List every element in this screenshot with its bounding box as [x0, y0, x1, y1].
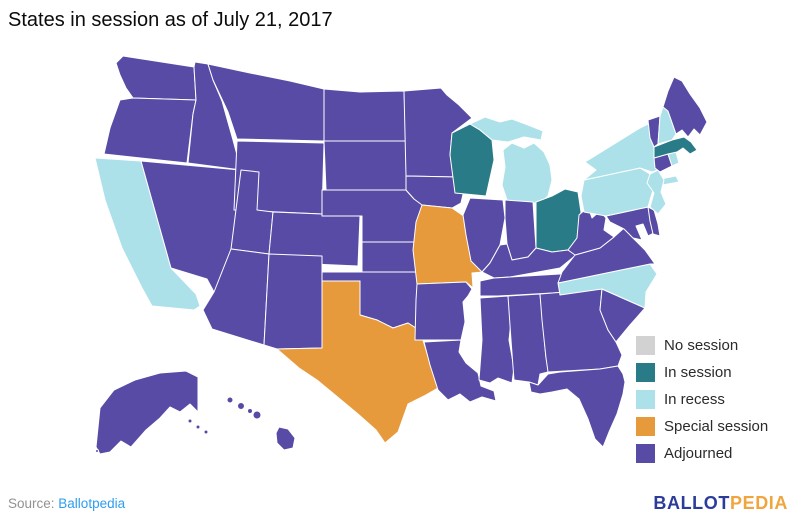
- state-or[interactable]: [103, 97, 197, 164]
- state-wa[interactable]: [115, 55, 197, 101]
- state-tx[interactable]: [276, 280, 439, 444]
- source-label: Source:: [8, 496, 55, 511]
- state-fl[interactable]: [528, 365, 626, 448]
- legend-label-adjourned: Adjourned: [664, 445, 733, 462]
- legend-swatch-adjourned: [636, 444, 655, 463]
- logo-text-primary: BALLOT: [653, 493, 730, 513]
- legend: No session In session In recess Special …: [636, 332, 796, 467]
- state-ky[interactable]: [481, 243, 577, 279]
- state-nc[interactable]: [557, 263, 658, 309]
- state-nd[interactable]: [323, 88, 407, 142]
- legend-label-in-recess: In recess: [664, 391, 725, 408]
- state-vt[interactable]: [647, 115, 661, 148]
- source-line: Source: Ballotpedia: [8, 496, 125, 511]
- legend-row-adjourned: Adjourned: [636, 440, 796, 467]
- state-ak-island[interactable]: [187, 418, 193, 424]
- states-group: [94, 55, 708, 455]
- legend-swatch-no-session: [636, 336, 655, 355]
- state-hi-big-island[interactable]: [275, 426, 296, 451]
- legend-row-no-session: No session: [636, 332, 796, 359]
- ballotpedia-logo: BALLOTPEDIA: [653, 493, 788, 514]
- legend-row-in-recess: In recess: [636, 386, 796, 413]
- state-ar[interactable]: [414, 281, 473, 341]
- state-nm[interactable]: [263, 253, 323, 350]
- state-hi-kauai[interactable]: [226, 396, 234, 404]
- state-wv[interactable]: [567, 206, 615, 256]
- legend-label-no-session: No session: [664, 337, 739, 354]
- state-mi[interactable]: [469, 116, 553, 204]
- state-hi-molokai[interactable]: [247, 408, 253, 414]
- legend-label-special-session: Special session: [664, 418, 769, 435]
- state-ak-island[interactable]: [95, 449, 99, 453]
- state-la[interactable]: [423, 339, 497, 403]
- state-sd[interactable]: [323, 140, 410, 191]
- state-hi-maui[interactable]: [252, 410, 262, 420]
- legend-swatch-in-recess: [636, 390, 655, 409]
- state-ak-island[interactable]: [203, 429, 209, 435]
- legend-row-in-session: In session: [636, 359, 796, 386]
- page-title: States in session as of July 21, 2017: [8, 9, 333, 31]
- legend-swatch-in-session: [636, 363, 655, 382]
- legend-row-special-session: Special session: [636, 413, 796, 440]
- legend-swatch-special-session: [636, 417, 655, 436]
- state-nj[interactable]: [646, 169, 667, 215]
- logo-text-secondary: PEDIA: [729, 493, 788, 513]
- state-ak[interactable]: [95, 370, 199, 455]
- state-ak-island[interactable]: [195, 424, 201, 430]
- state-pa[interactable]: [580, 167, 655, 217]
- source-link[interactable]: Ballotpedia: [58, 496, 126, 511]
- state-ma[interactable]: [653, 136, 698, 159]
- state-hi-oahu[interactable]: [237, 402, 245, 410]
- legend-label-in-session: In session: [664, 364, 732, 381]
- state-me[interactable]: [662, 76, 708, 138]
